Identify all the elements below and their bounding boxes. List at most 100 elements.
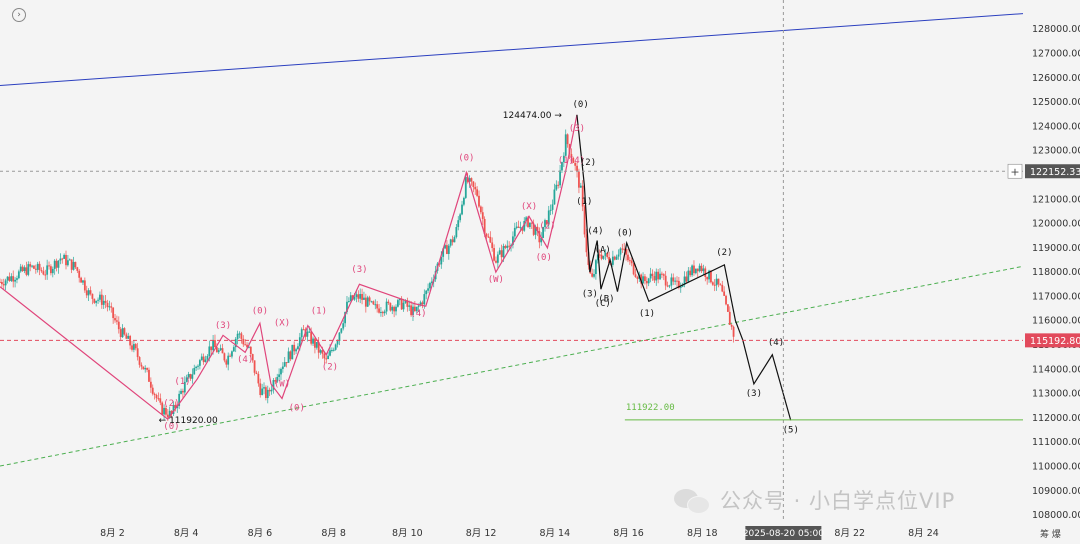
candle-body <box>579 185 582 188</box>
candle-body <box>53 260 56 269</box>
candle-body <box>698 265 701 272</box>
candle-body <box>374 304 377 306</box>
wave-label: (1) <box>639 309 655 319</box>
candle-body <box>502 245 505 258</box>
candle-body <box>314 338 316 348</box>
candle-body <box>298 337 301 347</box>
price-tick: 111000.00 <box>1032 437 1080 448</box>
candle-body <box>246 344 248 348</box>
candle-body <box>596 254 599 261</box>
wave-label: (0) <box>252 306 268 316</box>
candle-body <box>157 398 160 400</box>
candle-body <box>476 189 479 196</box>
candle-body <box>344 311 346 324</box>
candle-body <box>498 250 501 255</box>
candle-body <box>163 407 165 415</box>
settings-circle-icon[interactable]: › <box>12 8 26 22</box>
candle-body <box>687 270 690 282</box>
candle-body <box>112 307 115 319</box>
candle-body <box>100 294 103 305</box>
candle-body <box>585 234 588 253</box>
wave-label: (3) <box>215 321 231 331</box>
candle-body <box>114 318 116 321</box>
candle-body <box>21 266 24 272</box>
candle-body <box>232 347 235 352</box>
candle-body <box>525 217 528 221</box>
candle-body <box>236 333 239 339</box>
candle-body <box>244 344 247 346</box>
wave-label: (4) <box>569 156 585 166</box>
candle-body <box>385 301 388 312</box>
candle-body <box>138 357 141 365</box>
candle-body <box>606 252 609 258</box>
candle-body <box>310 331 313 344</box>
candle-body <box>378 308 380 313</box>
price-tick: 125000.00 <box>1032 97 1080 108</box>
candle-body <box>553 189 556 205</box>
candle-body <box>257 373 260 384</box>
candle-body <box>604 252 607 256</box>
candle-body <box>46 265 49 275</box>
candle-body <box>4 280 7 286</box>
candle-body <box>85 290 88 296</box>
candle-body <box>583 206 586 235</box>
candle-body <box>168 410 171 418</box>
candle-body <box>410 305 412 316</box>
candle-body <box>229 355 231 357</box>
price-tick: 128000.00 <box>1032 24 1080 35</box>
candle-body <box>713 284 716 286</box>
candle-body <box>406 300 409 307</box>
candle-body <box>636 277 639 279</box>
candle-body <box>223 353 226 361</box>
candle-body <box>427 288 429 291</box>
candle-body <box>293 344 296 352</box>
candle-body <box>131 345 133 350</box>
candle-body <box>661 273 663 275</box>
candle-body <box>395 306 397 312</box>
axis-mode-label[interactable]: 筹 爆 <box>1040 530 1061 540</box>
candle-body <box>183 381 186 393</box>
candle-body <box>182 390 184 393</box>
wave-label: (3) <box>351 265 367 275</box>
wave-label: (0) <box>617 229 633 239</box>
candle-body <box>500 250 503 258</box>
price-tick: 123000.00 <box>1032 146 1080 157</box>
wave-pink-layer <box>0 114 578 421</box>
current-price-label: 115192.80 <box>1030 336 1080 347</box>
candle-body <box>357 294 360 299</box>
candle-body <box>574 162 577 166</box>
crosshair-add-button[interactable] <box>1007 163 1023 179</box>
price-tick: 127000.00 <box>1032 48 1080 59</box>
candle-body <box>349 295 352 302</box>
candle-body <box>470 178 473 182</box>
candle-body <box>159 398 162 403</box>
candle-body <box>517 226 520 228</box>
candle-body <box>178 393 181 406</box>
candle-body <box>649 273 652 279</box>
wave-label: (C) <box>595 299 611 309</box>
candle-body <box>74 261 77 268</box>
candle-body <box>6 276 9 281</box>
candle-body <box>165 407 167 415</box>
candle-body <box>519 227 522 229</box>
trendline-blue[interactable] <box>0 13 1024 87</box>
candle-body <box>630 260 633 264</box>
candle-body <box>334 344 337 350</box>
wave-label: (1) <box>558 156 574 166</box>
candle-body <box>342 323 345 329</box>
candle-body <box>419 302 422 306</box>
candle-body <box>234 338 237 348</box>
candle-body <box>172 404 175 415</box>
candle-body <box>93 298 96 303</box>
candles-layer <box>0 129 735 422</box>
candle-body <box>329 350 331 356</box>
wave-label: (0) <box>289 404 305 414</box>
candle-body <box>123 328 126 335</box>
candle-body <box>149 381 152 388</box>
candle-body <box>59 258 62 261</box>
price-axis[interactable] <box>1023 0 1080 544</box>
trendline-green-dashed[interactable] <box>0 265 1024 467</box>
candle-body <box>153 393 156 396</box>
candle-body <box>142 366 145 370</box>
